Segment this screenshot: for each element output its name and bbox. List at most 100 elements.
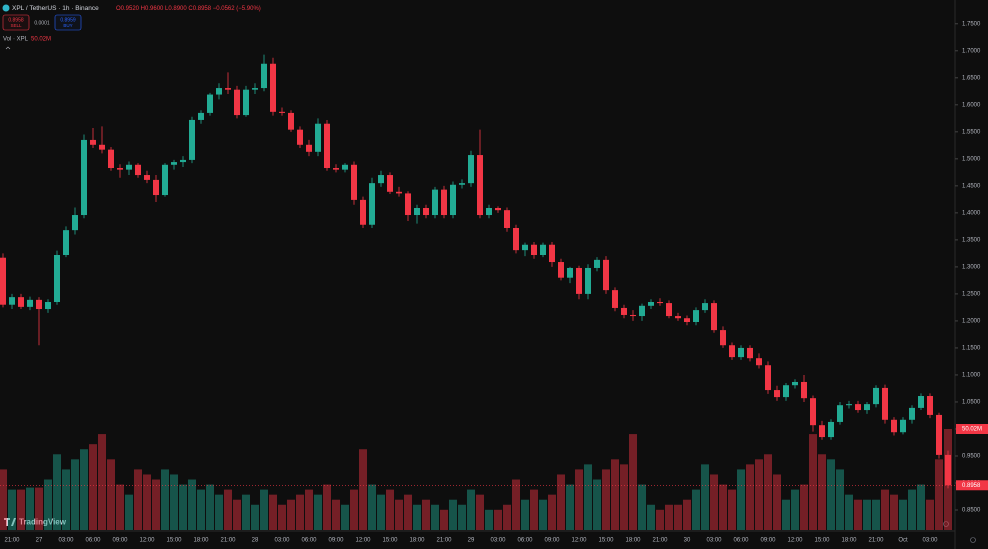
volume-bar [224, 489, 232, 530]
x-tick-label: 21:00 [652, 538, 668, 544]
volume-bar [233, 499, 241, 530]
x-tick-label: 06:00 [517, 538, 533, 544]
y-tick-label: 1.1500 [962, 346, 981, 352]
x-tick-label: 21:00 [4, 538, 20, 544]
settings-icon[interactable] [970, 537, 976, 543]
sell-button[interactable] [2, 14, 30, 31]
candle-body [675, 316, 681, 319]
volume-bar [143, 474, 151, 530]
volume-bar [629, 434, 637, 530]
candle-body [54, 255, 60, 303]
candle-body [99, 144, 105, 150]
volume-bar [494, 509, 502, 530]
volume-bar [764, 454, 772, 530]
volume-bar [107, 459, 115, 530]
candle-body [504, 210, 510, 228]
volume-bar [359, 449, 367, 530]
volume-bar [134, 469, 142, 530]
volume-bar [215, 494, 223, 530]
volume-bar [863, 499, 871, 530]
candle-body [414, 208, 420, 216]
candle-body [117, 168, 123, 170]
volume-bar [413, 504, 421, 530]
candle-body [873, 387, 879, 405]
volume-bar [431, 504, 439, 530]
candle-body [306, 144, 312, 152]
volume-legend-name: Vol · XPL [3, 37, 29, 43]
x-tick-label: 12:00 [787, 538, 803, 544]
candles [0, 54, 951, 489]
sell-label[interactable]: SELL [10, 23, 22, 28]
candle-body [189, 119, 195, 160]
volume-bar [449, 499, 457, 530]
volume-bar [602, 469, 610, 530]
goto-icon[interactable] [943, 521, 949, 527]
candle-body [747, 347, 753, 359]
volume-bar [71, 459, 79, 530]
y-tick-label: 1.6000 [962, 102, 981, 108]
volume-bar [710, 474, 718, 530]
volume-bar [80, 449, 88, 530]
volume-bar [62, 469, 70, 530]
candle-body [540, 244, 546, 256]
candle-body [513, 227, 519, 251]
volume-bar [728, 489, 736, 530]
x-tick-label: 21:00 [436, 538, 452, 544]
volume-bar [260, 489, 268, 530]
buy-price[interactable]: 0.8959 [60, 17, 76, 23]
y-tick-label: 1.6500 [962, 75, 981, 81]
y-tick-label: 1.7000 [962, 48, 981, 54]
candle-body [522, 244, 528, 251]
volume-bar [746, 464, 754, 530]
candle-body [234, 89, 240, 116]
volume-bar [530, 489, 538, 530]
volume-bar [440, 509, 448, 530]
candle-body [639, 305, 645, 317]
candle-body [900, 419, 906, 433]
candle-body [315, 123, 321, 152]
volume-bar [719, 484, 727, 530]
volume-bar [341, 504, 349, 530]
volume-bar [809, 434, 817, 530]
candle-body [612, 290, 618, 308]
volume-bar [503, 504, 511, 530]
x-tick-label: 21:00 [868, 538, 884, 544]
candle-body [810, 398, 816, 426]
buy-button[interactable] [54, 14, 82, 31]
x-tick-label: 09:00 [544, 538, 560, 544]
buy-label[interactable]: BUY [63, 23, 72, 28]
x-tick-label: 06:00 [85, 538, 101, 544]
sell-price[interactable]: 0.8958 [8, 17, 24, 23]
y-tick-label: 1.2000 [962, 318, 981, 324]
candle-body [351, 164, 357, 200]
candle-body [756, 358, 762, 366]
candle-body [549, 244, 555, 263]
candle-body [288, 112, 294, 130]
watermark-text: TradingView [19, 518, 67, 527]
x-tick-label: 12:00 [139, 538, 155, 544]
collapse-arrow[interactable] [5, 46, 11, 50]
candle-body [270, 63, 276, 112]
y-tick-label: 1.1000 [962, 373, 981, 379]
candle-body [72, 215, 78, 231]
volume-bar [575, 469, 583, 530]
volume-bar [26, 487, 34, 530]
candle-body [558, 262, 564, 278]
volume-bar [701, 464, 709, 530]
candle-body [207, 94, 213, 113]
candle-body [927, 396, 933, 415]
volume-bar [404, 494, 412, 530]
candle-body [297, 129, 303, 145]
candle-body [36, 299, 42, 310]
candle-body [909, 407, 915, 420]
x-tick-label: 27 [36, 538, 43, 544]
candle-body [576, 267, 582, 294]
volume-bar [323, 484, 331, 530]
candle-body [765, 365, 771, 391]
volume-bar [206, 484, 214, 530]
candle-body [252, 88, 258, 90]
last-price-tag [956, 480, 988, 491]
x-tick-label: 15:00 [166, 538, 182, 544]
